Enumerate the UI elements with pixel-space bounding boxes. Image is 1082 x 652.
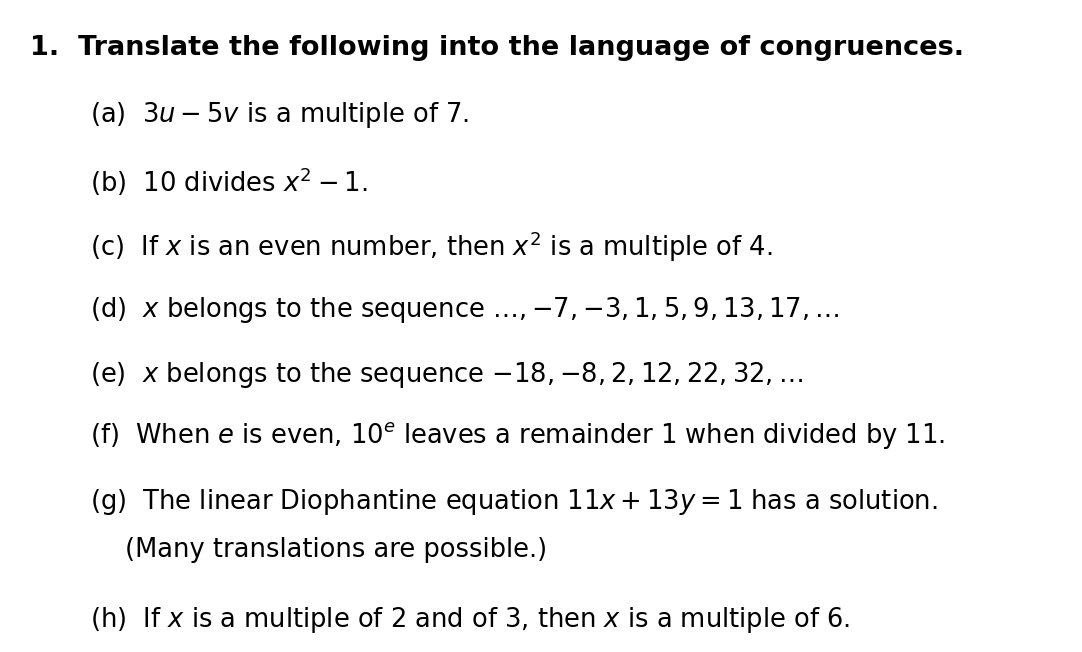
Text: (f)  When $e$ is even, $10^e$ leaves a remainder 1 when divided by 11.: (f) When $e$ is even, $10^e$ leaves a re… bbox=[90, 420, 945, 451]
Text: (h)  If $x$ is a multiple of 2 and of 3, then $x$ is a multiple of 6.: (h) If $x$ is a multiple of 2 and of 3, … bbox=[90, 605, 850, 635]
Text: (b)  10 divides $x^2 - 1$.: (b) 10 divides $x^2 - 1$. bbox=[90, 165, 368, 198]
Text: 1.  Translate the following into the language of congruences.: 1. Translate the following into the lang… bbox=[30, 35, 964, 61]
Text: (a)  $3u - 5v$ is a multiple of 7.: (a) $3u - 5v$ is a multiple of 7. bbox=[90, 100, 470, 130]
Text: (d)  $x$ belongs to the sequence $\ldots{}, {-7}, {-3}, 1, 5, 9, 13, 17,\ldots$: (d) $x$ belongs to the sequence $\ldots{… bbox=[90, 295, 840, 325]
Text: (c)  If $x$ is an even number, then $x^2$ is a multiple of 4.: (c) If $x$ is an even number, then $x^2$… bbox=[90, 230, 773, 265]
Text: (g)  The linear Diophantine equation $11x + 13y = 1$ has a solution.: (g) The linear Diophantine equation $11x… bbox=[90, 487, 938, 517]
Text: (e)  $x$ belongs to the sequence $-18, {-8}, 2, 12, 22, 32,\ldots$: (e) $x$ belongs to the sequence $-18, {-… bbox=[90, 360, 803, 390]
Text: (Many translations are possible.): (Many translations are possible.) bbox=[126, 537, 547, 563]
